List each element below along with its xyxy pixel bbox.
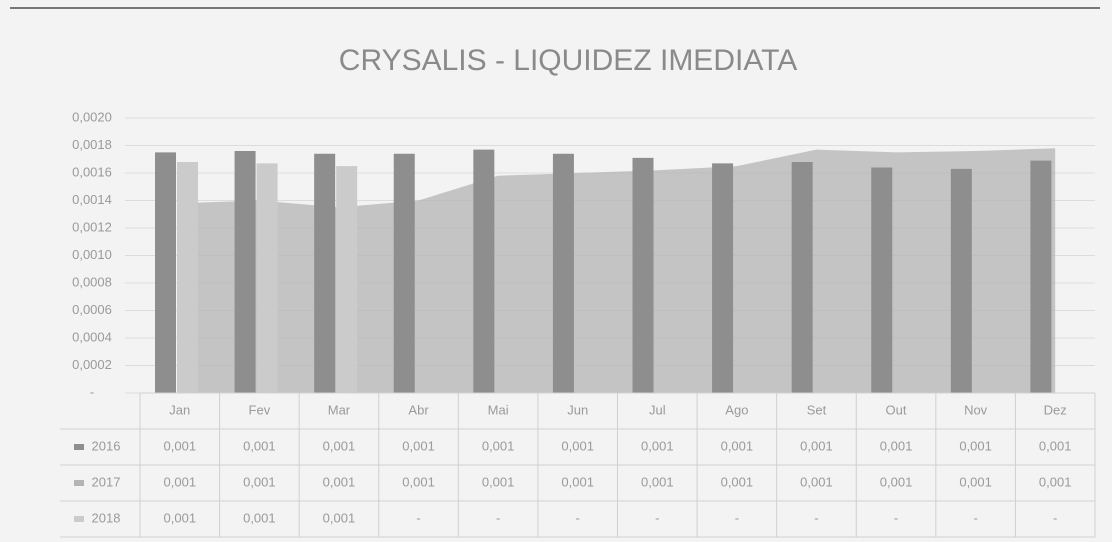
x-tick-label: Ago [725, 402, 748, 417]
table-cell: 0,001 [721, 474, 754, 489]
y-tick-label: 0,0012 [72, 219, 112, 234]
legend-key [74, 516, 84, 522]
bar [1030, 160, 1052, 393]
table-cell: 0,001 [880, 474, 913, 489]
y-tick-label: 0,0016 [72, 164, 112, 179]
x-tick-label: Set [807, 402, 827, 417]
table-cell: 0,001 [243, 510, 276, 525]
bar [314, 153, 336, 393]
y-tick-label: 0,0006 [72, 302, 112, 317]
table-cell: 0,001 [164, 510, 197, 525]
bar [256, 163, 278, 393]
y-tick-label: 0,0002 [72, 357, 112, 372]
bar [632, 157, 654, 393]
y-tick-label: 0,0004 [72, 329, 112, 344]
table-cell: 0,001 [561, 474, 594, 489]
table-cell: 0,001 [959, 438, 992, 453]
legend-key [74, 480, 84, 486]
table-cell: - [973, 510, 977, 525]
table-cell: 0,001 [323, 474, 356, 489]
table-cell: - [814, 510, 818, 525]
legend-label: 2018 [92, 510, 121, 525]
legend-label: 2017 [92, 474, 121, 489]
x-tick-label: Abr [408, 402, 429, 417]
x-tick-label: Jul [649, 402, 666, 417]
table-cell: - [735, 510, 739, 525]
table-cell: 0,001 [323, 510, 356, 525]
table-cell: 0,001 [800, 474, 833, 489]
legend-label: 2016 [92, 438, 121, 453]
table-cell: 0,001 [959, 474, 992, 489]
table-cell: - [416, 510, 420, 525]
table-cell: 0,001 [164, 438, 197, 453]
table-cell: - [576, 510, 580, 525]
bar [950, 168, 972, 393]
x-tick-label: Nov [964, 402, 988, 417]
x-tick-label: Jun [567, 402, 588, 417]
bar [336, 166, 358, 393]
chart-title: CRYSALIS - LIQUIDEZ IMEDIATA [339, 44, 797, 77]
table-cell: - [1053, 510, 1057, 525]
y-tick-label: - [90, 384, 94, 399]
table-cell: 0,001 [641, 474, 674, 489]
y-tick-label: 0,0020 [72, 109, 112, 124]
table-cell: 0,001 [800, 438, 833, 453]
table-cell: 0,001 [880, 438, 913, 453]
table-cell: 0,001 [482, 474, 515, 489]
table-cell: 0,001 [482, 438, 515, 453]
table-cell: 0,001 [402, 438, 435, 453]
x-tick-label: Mai [488, 402, 509, 417]
y-tick-label: 0,0008 [72, 274, 112, 289]
bar [791, 162, 813, 393]
x-tick-label: Jan [169, 402, 190, 417]
table-cell: 0,001 [164, 474, 197, 489]
legend-key [74, 444, 84, 450]
y-tick-label: 0,0018 [72, 137, 112, 152]
bar [155, 152, 176, 393]
bar [473, 149, 495, 393]
table-cell: 0,001 [402, 474, 435, 489]
bar [177, 162, 198, 393]
table-cell: 0,001 [721, 438, 754, 453]
x-tick-label: Fev [249, 402, 271, 417]
y-tick-label: 0,0014 [72, 192, 112, 207]
table-cell: 0,001 [561, 438, 594, 453]
x-tick-label: Dez [1044, 402, 1067, 417]
table-cell: 0,001 [1039, 474, 1072, 489]
table-cell: - [655, 510, 659, 525]
table-cell: 0,001 [1039, 438, 1072, 453]
bar [552, 153, 574, 393]
table-cell: - [496, 510, 500, 525]
bar [393, 153, 415, 393]
x-tick-label: Out [886, 402, 907, 417]
y-tick-label: 0,0010 [72, 247, 112, 262]
table-cell: 0,001 [641, 438, 674, 453]
bar [712, 163, 734, 393]
table-cell: 0,001 [243, 438, 276, 453]
table-cell: 0,001 [243, 474, 276, 489]
table-cell: 0,001 [323, 438, 356, 453]
bar [871, 167, 893, 393]
table-cell: - [894, 510, 898, 525]
x-tick-label: Mar [328, 402, 351, 417]
bar [234, 151, 256, 393]
